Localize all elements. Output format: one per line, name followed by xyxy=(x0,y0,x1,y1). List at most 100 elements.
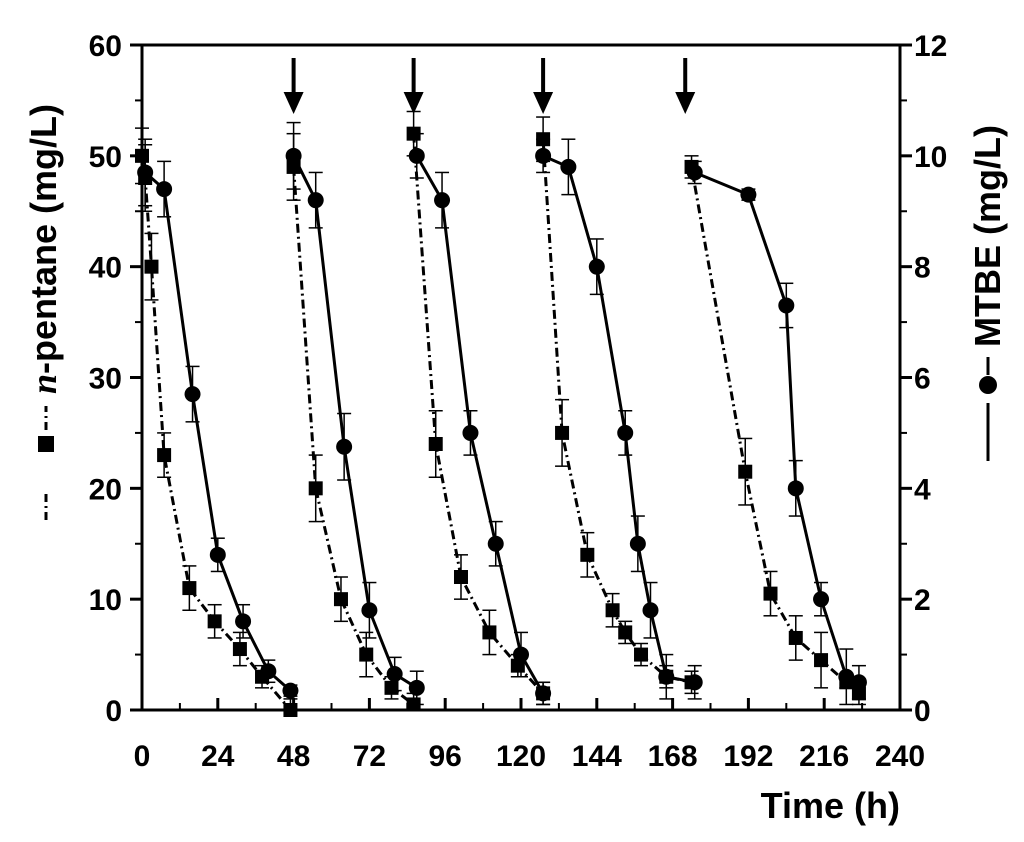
data-point-circle xyxy=(686,164,703,181)
right-y-axis-ticks: 0 2 4 6 8 10 12 xyxy=(900,30,947,728)
addition-arrow xyxy=(403,58,424,114)
data-point-square xyxy=(738,464,753,479)
right-y-tick-label: 10 xyxy=(914,141,947,174)
data-point-square xyxy=(182,581,197,596)
data-point-circle xyxy=(850,674,867,691)
addition-arrows xyxy=(283,58,696,114)
addition-arrow xyxy=(533,58,554,114)
legend-marker-n-pentane xyxy=(38,436,54,452)
left-y-tick-label: 40 xyxy=(89,252,122,285)
data-point-circle xyxy=(282,682,299,699)
data-point-circle xyxy=(408,147,425,164)
data-point-circle xyxy=(838,668,855,685)
x-axis-ticks: 0 24 48 72 96 120 144 168 192 216 240 xyxy=(134,698,925,773)
data-point-square xyxy=(605,603,620,618)
data-point-square xyxy=(232,642,247,657)
x-axis-title: Time (h) xyxy=(761,785,900,826)
left-y-tick-label: 30 xyxy=(89,363,122,396)
x-tick-label: 48 xyxy=(277,740,310,773)
data-point-circle xyxy=(740,186,757,203)
series-line xyxy=(412,133,545,695)
series-mtbe xyxy=(137,121,867,706)
addition-arrow xyxy=(675,58,696,114)
x-tick-label: 144 xyxy=(572,740,622,773)
x-tick-label: 120 xyxy=(496,740,546,773)
data-point-circle xyxy=(658,668,675,685)
x-tick-label: 240 xyxy=(875,740,925,773)
data-point-circle xyxy=(617,424,634,441)
data-point-square xyxy=(618,625,633,640)
data-point-square xyxy=(144,259,159,274)
data-point-circle xyxy=(560,158,577,175)
data-point-circle xyxy=(778,297,795,314)
data-point-circle xyxy=(686,674,703,691)
data-point-square xyxy=(428,437,443,451)
series-layer xyxy=(135,110,867,717)
right-y-tick-label: 8 xyxy=(914,252,931,285)
data-point-square xyxy=(814,653,829,668)
data-point-circle xyxy=(588,258,605,275)
data-point-square xyxy=(308,481,323,496)
data-point-circle xyxy=(434,192,451,209)
data-point-circle xyxy=(813,591,830,608)
right-y-axis-title: MTBE (mg/L) xyxy=(967,125,1008,347)
series-line xyxy=(690,166,860,695)
data-point-circle xyxy=(535,147,552,164)
left-y-axis-title: n-pentane (mg/L) xyxy=(23,104,64,394)
data-point-circle xyxy=(408,679,425,696)
data-point-circle xyxy=(487,535,504,552)
series-line xyxy=(541,139,692,684)
x-tick-label: 0 xyxy=(134,740,151,773)
x-tick-label: 168 xyxy=(648,740,698,773)
series-line xyxy=(140,155,292,711)
data-point-circle xyxy=(386,665,403,682)
data-point-circle xyxy=(307,192,324,209)
data-point-circle xyxy=(137,164,154,181)
x-tick-label: 72 xyxy=(353,740,386,773)
left-y-tick-label: 20 xyxy=(89,473,122,506)
addition-arrow xyxy=(283,58,304,114)
left-y-tick-label: 10 xyxy=(89,584,122,617)
right-y-tick-label: 4 xyxy=(914,473,931,506)
right-y-tick-label: 12 xyxy=(914,30,947,63)
data-point-circle xyxy=(361,602,378,619)
data-point-square xyxy=(135,148,149,163)
data-point-square xyxy=(763,586,778,601)
left-y-tick-label: 0 xyxy=(105,695,122,728)
data-point-square xyxy=(333,592,348,607)
data-point-circle xyxy=(642,602,659,619)
series-line xyxy=(144,171,292,692)
data-point-square xyxy=(283,703,298,717)
data-point-square xyxy=(580,547,595,562)
data-point-circle xyxy=(336,438,353,455)
data-point-square xyxy=(384,680,399,695)
x-tick-label: 96 xyxy=(429,740,462,773)
right-y-tick-label: 0 xyxy=(914,695,931,728)
data-point-circle xyxy=(285,147,302,164)
data-point-circle xyxy=(462,424,479,441)
data-point-square xyxy=(555,425,570,440)
data-point-square xyxy=(634,647,649,662)
data-point-circle xyxy=(156,181,173,198)
left-y-tick-label: 50 xyxy=(89,141,122,174)
data-point-circle xyxy=(535,685,552,702)
left-y-tick-label: 60 xyxy=(89,30,122,63)
x-tick-label: 216 xyxy=(799,740,849,773)
data-point-square xyxy=(207,614,222,629)
right-y-tick-label: 6 xyxy=(914,363,931,396)
data-point-square xyxy=(359,647,374,662)
plot-frame xyxy=(140,43,902,712)
data-point-square xyxy=(157,448,172,463)
data-point-circle xyxy=(184,386,201,403)
x-tick-label: 24 xyxy=(201,740,235,773)
data-point-square xyxy=(453,570,468,584)
data-point-circle xyxy=(209,546,226,563)
data-point-circle xyxy=(235,613,252,630)
right-y-tick-label: 2 xyxy=(914,584,931,617)
data-point-square xyxy=(482,625,497,640)
data-point-circle xyxy=(787,480,804,497)
left-y-axis-title-group: n-pentane (mg/L) xyxy=(23,104,64,520)
data-point-circle xyxy=(260,663,277,680)
series-line xyxy=(292,166,415,706)
